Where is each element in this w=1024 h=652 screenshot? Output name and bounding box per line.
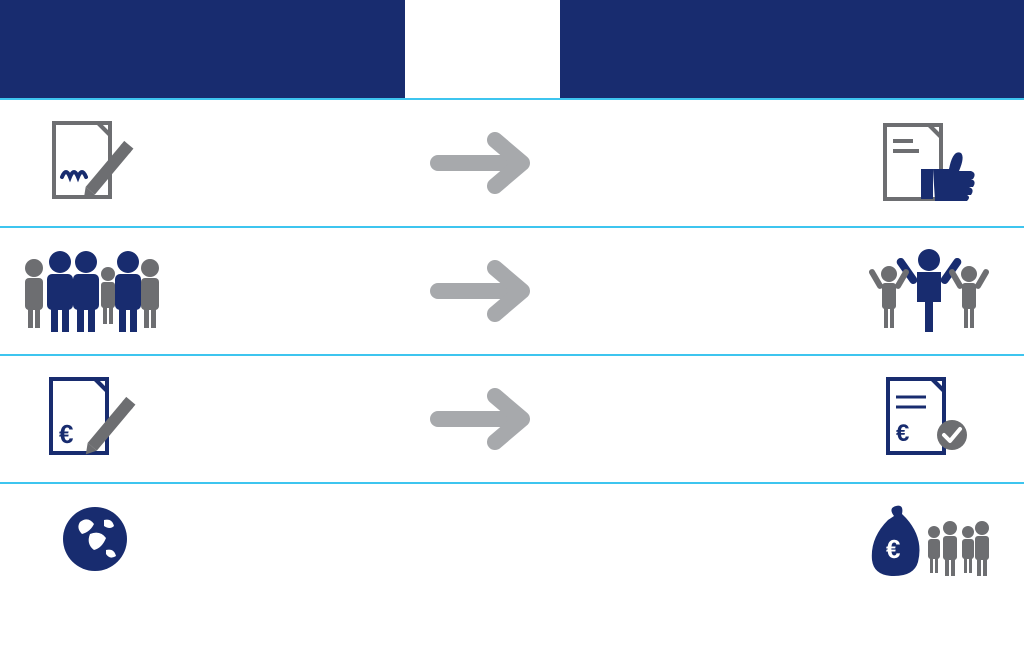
- globe-icon: [60, 504, 130, 574]
- row-1-left-cell: [20, 119, 170, 207]
- svg-text:€: €: [896, 420, 909, 447]
- svg-text:€: €: [886, 534, 900, 564]
- people-celebrate-icon: [869, 246, 989, 336]
- document-thumbsup-icon: [879, 121, 979, 205]
- euro-document-sign-icon: €: [45, 375, 145, 463]
- row-3-right-cell: €: [854, 375, 1004, 463]
- document-sign-icon: [48, 119, 143, 207]
- footer-left-cell: [20, 504, 170, 574]
- money-bag-people-icon: €: [864, 504, 994, 584]
- row-2-arrow-cell: [410, 256, 560, 326]
- arrow-right-icon: [430, 256, 540, 326]
- row-footer: €: [0, 482, 1024, 610]
- header-row: [0, 0, 1024, 98]
- svg-text:€: €: [59, 419, 73, 449]
- footer-right-cell: €: [854, 504, 1004, 584]
- row-2-right-cell: [854, 246, 1004, 336]
- euro-document-check-icon: €: [882, 375, 977, 463]
- row-1-right-cell: [854, 121, 1004, 205]
- row-1: [0, 98, 1024, 226]
- arrow-right-icon: [430, 128, 540, 198]
- row-3-arrow-cell: [410, 384, 560, 454]
- row-1-arrow-cell: [410, 128, 560, 198]
- header-left-block: [0, 0, 405, 98]
- people-group-icon: [20, 246, 170, 336]
- row-2-left-cell: [20, 246, 170, 336]
- arrow-right-icon: [430, 384, 540, 454]
- row-3-left-cell: €: [20, 375, 170, 463]
- row-3: € €: [0, 354, 1024, 482]
- header-right-block: [560, 0, 1024, 98]
- row-2: [0, 226, 1024, 354]
